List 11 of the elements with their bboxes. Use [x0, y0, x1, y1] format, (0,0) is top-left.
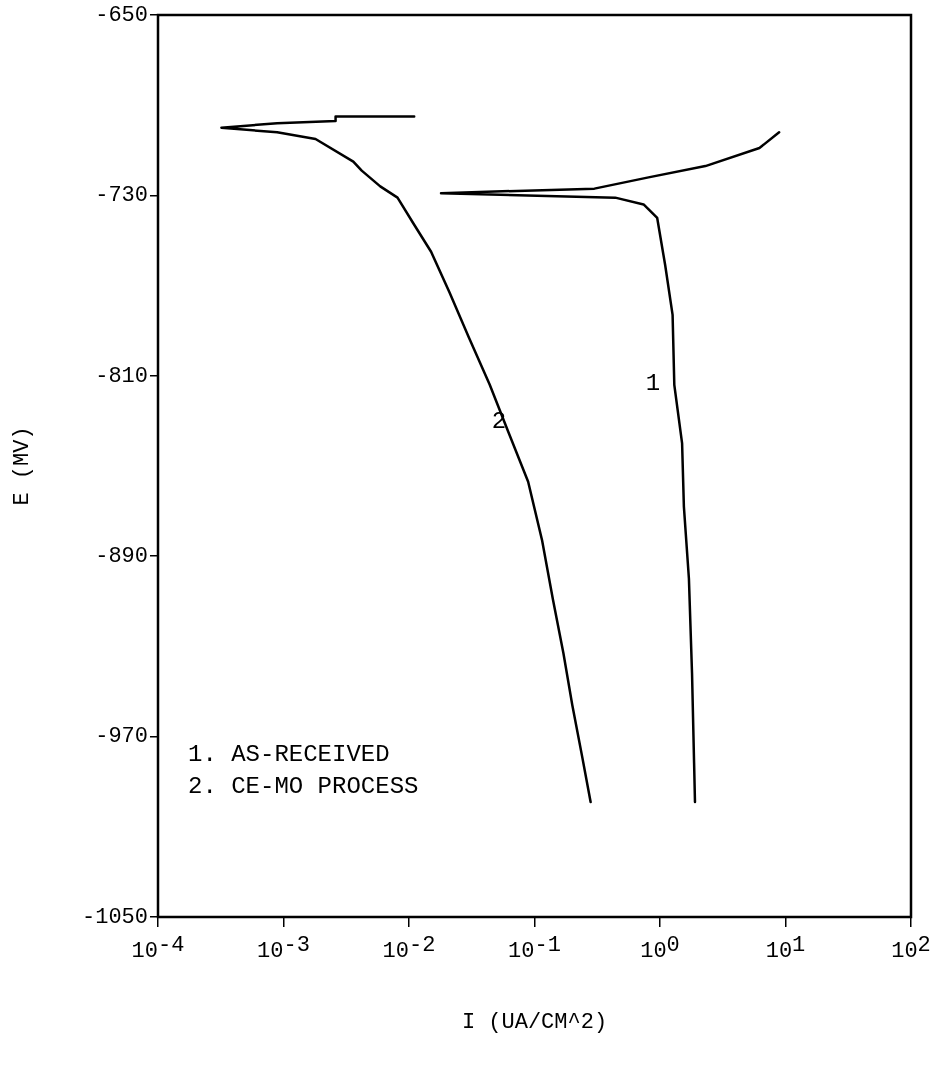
- y-tick-label: -650: [95, 2, 148, 28]
- annotation: 1. AS-RECEIVED: [188, 741, 390, 768]
- y-tick-label: -890: [95, 544, 148, 570]
- x-axis-title: I (UA/CM^2): [461, 1009, 608, 1035]
- series-label: 1: [645, 369, 661, 397]
- y-tick-label: -730: [95, 183, 148, 209]
- y-tick-label: -1050: [81, 904, 148, 930]
- y-axis-title: E (MV): [9, 426, 35, 506]
- y-tick-label: -970: [95, 724, 148, 750]
- y-tick-label: -810: [95, 363, 148, 389]
- annotation: 2. CE-MO PROCESS: [188, 773, 419, 800]
